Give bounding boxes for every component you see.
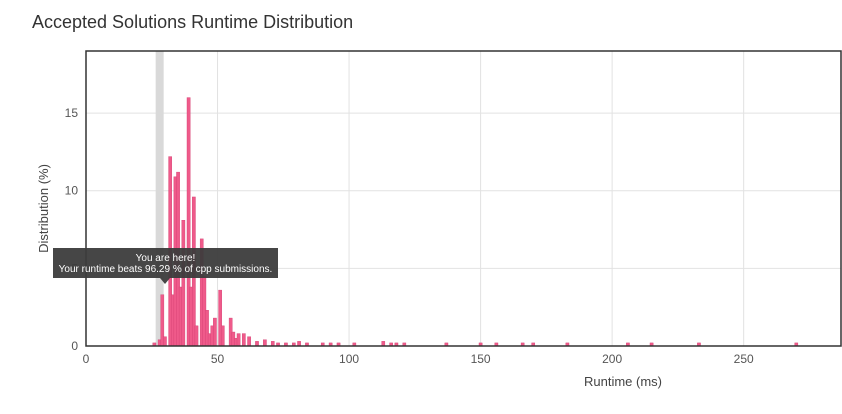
- distribution-bar: [163, 336, 167, 347]
- y-tick-label: 15: [65, 106, 79, 120]
- y-tick-labels: 051015: [65, 106, 79, 353]
- tooltip-pointer: [160, 278, 170, 284]
- distribution-bar: [242, 333, 246, 347]
- x-tick-label: 150: [471, 352, 491, 366]
- chart-title: Accepted Solutions Runtime Distribution: [32, 12, 354, 32]
- x-tick-labels: 0 50 100 150 200 250: [83, 352, 754, 366]
- distribution-bar: [220, 325, 225, 347]
- plot-frame: [85, 50, 842, 347]
- distribution-bar: [194, 325, 199, 347]
- x-tick-label: 0: [83, 352, 90, 366]
- y-tick-label: 10: [65, 184, 79, 198]
- bars-layer: [152, 97, 799, 347]
- y-tick-label: 0: [71, 339, 78, 353]
- y-axis-label: Distribution (%): [36, 164, 51, 253]
- tooltip-line-1: You are here!: [135, 253, 196, 264]
- you-are-here-tooltip: You are here! Your runtime beats 96.29 %…: [53, 248, 278, 278]
- distribution-bar: [247, 336, 251, 347]
- distribution-bar: [213, 317, 217, 347]
- x-tick-label: 50: [211, 352, 225, 366]
- distribution-bar: [236, 333, 241, 347]
- tooltip-line-2: Your runtime beats 96.29 % of cpp submis…: [58, 264, 273, 275]
- your-runtime-highlight-band: [155, 51, 164, 346]
- x-tick-label: 100: [339, 352, 359, 366]
- x-tick-label: 200: [602, 352, 622, 366]
- distribution-bar: [181, 220, 186, 347]
- x-axis-label: Runtime (ms): [584, 374, 662, 389]
- highlight-band-layer: [155, 51, 164, 346]
- distribution-bar: [263, 339, 267, 347]
- grid-lines: [86, 51, 841, 346]
- x-tick-label: 250: [734, 352, 754, 366]
